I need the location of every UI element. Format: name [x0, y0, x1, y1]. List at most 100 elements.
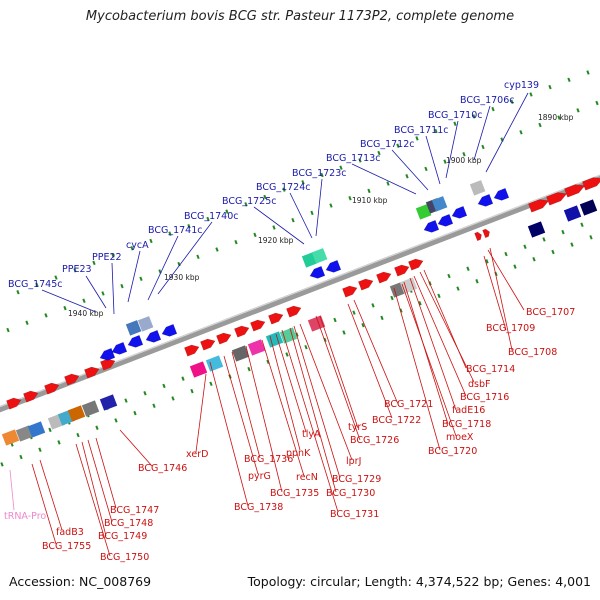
leader-line [275, 333, 307, 433]
leader-line [289, 192, 313, 239]
gene-label-bcg-1721[interactable]: BCG_1721 [384, 399, 433, 410]
leader-line [445, 120, 459, 179]
gene-label-tlya[interactable]: tlyA [302, 429, 321, 440]
gene-label-bcg-1736[interactable]: BCG_1736 [244, 454, 293, 465]
tick-dot [206, 216, 210, 222]
tick-dot [561, 229, 565, 235]
gene-label-bcg-1749[interactable]: BCG_1749 [98, 531, 147, 542]
gene-label-trna-pro[interactable]: tRNA-Pro [4, 511, 46, 522]
domain-block [81, 400, 100, 417]
gene-label-ppnk[interactable]: ppnK [286, 448, 311, 459]
gene-label-bcg-1712c[interactable]: BCG_1712c [360, 139, 415, 150]
gene-label-bcg-1747[interactable]: BCG_1747 [110, 505, 159, 516]
forward-gene-arrow [250, 319, 266, 332]
forward-gene-arrow [546, 192, 568, 206]
tick-dot [456, 286, 460, 291]
reverse-gene-arrow [127, 334, 144, 348]
gene-label-fade16[interactable]: fadE16 [452, 405, 485, 416]
tick-dot [181, 376, 185, 381]
gene-label-bcg-1730[interactable]: BCG_1730 [326, 488, 375, 499]
domain-block [15, 425, 34, 442]
reverse-gene-arrow [423, 219, 440, 233]
kbp-label: 1930 kbp [164, 273, 200, 282]
tick-dot [63, 305, 67, 311]
gene-label-bcg-1710c[interactable]: BCG_1710c [428, 110, 483, 121]
tick-dot [92, 260, 96, 266]
gene-label-bcg-1709[interactable]: BCG_1709 [486, 323, 535, 334]
tick-dot [380, 315, 384, 321]
tick-dot [234, 239, 238, 245]
gene-label-tyrs[interactable]: tyrS [348, 422, 367, 433]
gene-label-bcg-1740c[interactable]: BCG_1740c [184, 211, 239, 222]
tick-dot [38, 447, 42, 452]
leader-line [41, 289, 97, 313]
gene-label-bcg-1708[interactable]: BCG_1708 [508, 347, 557, 358]
gene-label-bcg-1738[interactable]: BCG_1738 [234, 502, 283, 513]
domain-block [415, 204, 432, 220]
reverse-gene-arrow [161, 323, 178, 337]
gene-label-bcg-1713c[interactable]: BCG_1713c [326, 153, 381, 164]
gene-label-ppe23[interactable]: PPE23 [62, 264, 92, 275]
forward-gene-arrow [342, 285, 358, 298]
gene-label-bcg-1711c[interactable]: BCG_1711c [394, 125, 449, 136]
gene-label-bcg-1718[interactable]: BCG_1718 [442, 419, 491, 430]
leader-line [353, 299, 399, 405]
gene-label-bcg-1746[interactable]: BCG_1746 [138, 463, 187, 474]
gene-label-bcg-1714[interactable]: BCG_1714 [466, 364, 515, 375]
gene-label-bcg-1748[interactable]: BCG_1748 [104, 518, 153, 529]
reverse-gene-arrow [477, 193, 494, 207]
gene-label-dsbf[interactable]: dsbF [468, 379, 490, 390]
leader-line [9, 469, 15, 511]
gene-label-recn[interactable]: recN [296, 472, 318, 483]
leader-lines [9, 92, 529, 557]
forward-gene-arrow [286, 305, 302, 318]
gene-label-cyp139[interactable]: cyp139 [504, 80, 539, 91]
tick-dot [453, 121, 457, 126]
gene-label-ppe22[interactable]: PPE22 [92, 252, 122, 263]
gene-label-lprj[interactable]: lprJ [346, 456, 361, 467]
gene-label-bcg-1723c[interactable]: BCG_1723c [292, 168, 347, 179]
leader-line [245, 345, 283, 493]
gene-label-fadb3[interactable]: fadB3 [56, 527, 84, 538]
tick-dot [510, 99, 514, 104]
leader-line [393, 287, 441, 451]
domain-block [205, 355, 224, 372]
tick-dot [443, 159, 447, 164]
tick-dot [130, 246, 134, 251]
leader-line [483, 255, 507, 331]
tick-dot [551, 249, 555, 255]
tick-dot [196, 254, 200, 260]
forward-gene-arrow [44, 382, 60, 395]
tick-dot [462, 152, 466, 157]
gene-label-bcg-1725c[interactable]: BCG_1725c [222, 196, 277, 207]
gene-features[interactable] [1, 175, 600, 446]
gene-label-bcg-1726[interactable]: BCG_1726 [350, 435, 399, 446]
gene-label-bcg-1722[interactable]: BCG_1722 [372, 415, 421, 426]
gene-label-bcg-1729[interactable]: BCG_1729 [332, 474, 381, 485]
leader-line [127, 250, 141, 303]
gene-label-bcg-1750[interactable]: BCG_1750 [100, 552, 149, 563]
tick-dot [244, 202, 248, 207]
gene-label-bcg-1745c[interactable]: BCG_1745c [8, 279, 63, 290]
leader-line [419, 271, 475, 383]
gene-label-bcg-1706c[interactable]: BCG_1706c [460, 95, 515, 106]
gene-label-xerd[interactable]: xerD [186, 449, 208, 460]
gene-label-bcg-1724c[interactable]: BCG_1724c [256, 182, 311, 193]
leader-line [269, 335, 301, 451]
tick-dot [538, 122, 542, 128]
reverse-gene-arrow [451, 205, 468, 219]
gene-label-cyca[interactable]: cycA [126, 240, 149, 251]
gene-label-bcg-1716[interactable]: BCG_1716 [460, 392, 509, 403]
gene-label-moex[interactable]: moeX [446, 432, 474, 443]
leader-line [281, 329, 339, 513]
gene-label-bcg-1707[interactable]: BCG_1707 [526, 307, 575, 318]
leader-line [409, 277, 457, 411]
domain-block [469, 180, 486, 196]
gene-label-bcg-1731[interactable]: BCG_1731 [330, 509, 379, 520]
gene-label-bcg-1735[interactable]: BCG_1735 [270, 488, 319, 499]
gene-label-pyrg[interactable]: pyrG [248, 471, 271, 482]
leader-line [95, 437, 117, 509]
gene-label-bcg-1755[interactable]: BCG_1755 [42, 541, 91, 552]
gene-label-bcg-1720[interactable]: BCG_1720 [428, 446, 477, 457]
gene-label-bcg-1741c[interactable]: BCG_1741c [148, 225, 203, 236]
